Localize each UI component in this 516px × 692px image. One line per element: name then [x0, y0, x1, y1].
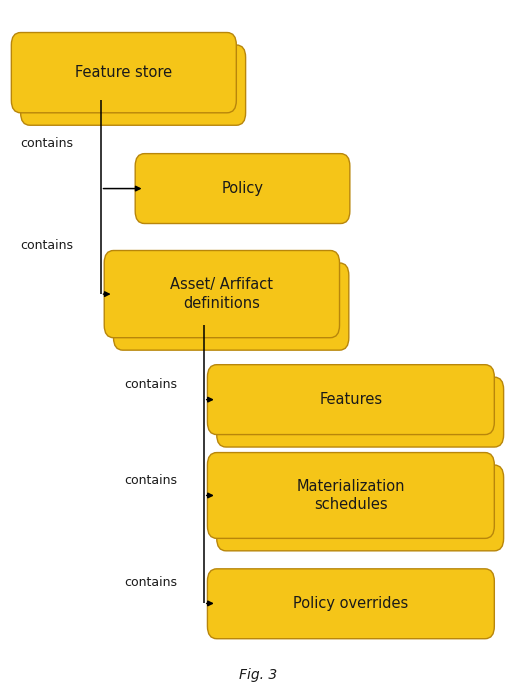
FancyBboxPatch shape: [217, 465, 504, 551]
Text: contains: contains: [124, 378, 177, 390]
Text: Policy overrides: Policy overrides: [293, 597, 409, 611]
Text: Policy: Policy: [221, 181, 264, 196]
Text: contains: contains: [124, 475, 177, 487]
FancyBboxPatch shape: [207, 569, 494, 639]
Text: contains: contains: [21, 239, 74, 252]
FancyBboxPatch shape: [207, 453, 494, 538]
Text: Feature store: Feature store: [75, 65, 172, 80]
FancyBboxPatch shape: [21, 45, 246, 125]
Text: Fig. 3: Fig. 3: [239, 668, 277, 682]
Text: Asset/ Arfifact
definitions: Asset/ Arfifact definitions: [170, 277, 273, 311]
FancyBboxPatch shape: [104, 251, 340, 338]
Text: contains: contains: [21, 137, 74, 149]
FancyBboxPatch shape: [11, 33, 236, 113]
FancyBboxPatch shape: [135, 154, 350, 224]
Text: Materialization
schedules: Materialization schedules: [297, 479, 405, 512]
Text: Features: Features: [319, 392, 382, 407]
Text: contains: contains: [124, 576, 177, 589]
FancyBboxPatch shape: [207, 365, 494, 435]
FancyBboxPatch shape: [114, 263, 349, 350]
FancyBboxPatch shape: [217, 377, 504, 447]
